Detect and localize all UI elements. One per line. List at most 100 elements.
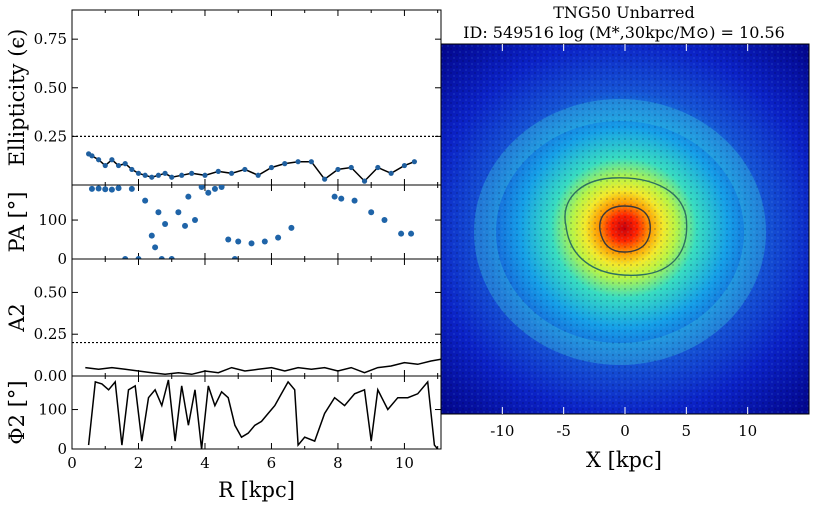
x-tick-label: 0: [67, 454, 77, 472]
series-position_angle: [88, 185, 415, 259]
panel-frame: [71, 258, 442, 377]
data-point: [168, 256, 175, 259]
data-point: [255, 172, 261, 178]
data-point: [235, 238, 242, 245]
image-xlabel: X [kpc]: [586, 448, 662, 472]
x-tick-label: 10: [395, 454, 414, 472]
data-point: [388, 170, 394, 176]
y-tick-label: 0: [57, 440, 67, 458]
data-point: [122, 256, 129, 259]
data-point: [115, 162, 122, 169]
y-axis-label: A2: [5, 303, 29, 333]
data-point: [155, 209, 162, 216]
data-point: [218, 185, 225, 190]
series-line: [88, 153, 415, 183]
data-point: [95, 185, 102, 192]
x-tick-label: 5: [682, 422, 692, 440]
data-point: [368, 209, 375, 216]
data-point: [338, 195, 345, 202]
data-point: [228, 170, 235, 176]
data-point: [155, 172, 162, 178]
data-point: [109, 157, 115, 163]
data-point: [152, 244, 159, 251]
data-point: [401, 162, 408, 169]
data-point: [148, 232, 155, 239]
x-tick-label: 0: [620, 422, 630, 440]
outer-contour: [564, 177, 688, 277]
data-point: [381, 217, 388, 224]
data-point: [169, 174, 175, 180]
data-point: [295, 159, 301, 165]
data-point: [192, 217, 198, 224]
y-tick-label: 0.25: [34, 325, 67, 343]
y-axis-label: Ellipticity (ϵ): [5, 29, 29, 167]
data-point: [231, 256, 238, 259]
panel-ellipticity: 0.25 0.50 0.75 Ellipticity (ϵ): [5, 9, 442, 186]
data-point: [282, 161, 288, 167]
data-point: [225, 236, 232, 243]
series-Phi2: [87, 379, 439, 449]
data-point: [122, 161, 128, 167]
y-tick-label: 0.75: [34, 30, 67, 48]
data-point: [115, 185, 122, 192]
inner-contour: [599, 205, 651, 253]
series-line: [85, 358, 441, 376]
data-point: [135, 170, 142, 176]
data-point: [275, 234, 282, 241]
data-point: [211, 185, 218, 192]
data-point: [411, 159, 418, 165]
title-line2: ID: 549516 log (M*,30kpc/M⊙) = 10.56: [463, 23, 785, 42]
data-point: [331, 193, 338, 200]
x-tick-label: -5: [556, 422, 571, 440]
data-point: [88, 185, 95, 192]
panel-A2: 0.00 0.25 0.50 A2: [5, 258, 442, 385]
data-point: [261, 238, 268, 245]
data-point: [335, 166, 341, 173]
data-point: [185, 193, 192, 200]
data-point: [158, 256, 165, 259]
data-point: [375, 164, 381, 171]
data-point: [179, 172, 185, 178]
data-point: [205, 189, 212, 196]
data-point: [408, 230, 415, 237]
data-point: [108, 186, 115, 193]
data-point: [162, 220, 169, 227]
data-point: [102, 162, 108, 169]
data-point: [102, 186, 109, 193]
y-tick-label: 0.00: [34, 367, 67, 385]
panel-frame: [71, 375, 442, 450]
y-tick-label: 100: [38, 211, 67, 229]
data-point: [308, 159, 314, 165]
x-tick-label: 4: [200, 454, 210, 472]
data-point: [288, 224, 295, 231]
data-point: [215, 168, 221, 174]
data-point: [398, 230, 405, 237]
data-point: [242, 166, 248, 173]
x-tick-label: 8: [333, 454, 343, 472]
y-tick-label: 0.50: [34, 79, 67, 97]
data-point: [142, 197, 149, 204]
data-point: [89, 153, 95, 159]
y-tick-label: 0: [57, 250, 67, 268]
data-point: [95, 157, 102, 163]
galaxy-image: [441, 44, 809, 414]
panel-position_angle: 0 100 PA [°]: [5, 184, 442, 268]
title-line1: TNG50 Unbarred: [553, 3, 694, 22]
data-point: [142, 172, 148, 178]
data-point: [149, 174, 155, 180]
data-point: [348, 164, 354, 171]
x-axis-label: R [kpc]: [218, 478, 295, 502]
data-point: [162, 170, 168, 176]
y-tick-label: 100: [38, 401, 67, 419]
image-noise: [441, 44, 809, 414]
data-point: [248, 240, 255, 247]
series-line: [87, 379, 439, 449]
series-A2: [85, 358, 441, 376]
y-tick-label: 0.50: [34, 283, 67, 301]
x-tick-label: 6: [267, 454, 277, 472]
panel-frame: [71, 9, 442, 186]
data-point: [135, 256, 142, 259]
y-axis-label: Φ2 [°]: [5, 380, 29, 444]
